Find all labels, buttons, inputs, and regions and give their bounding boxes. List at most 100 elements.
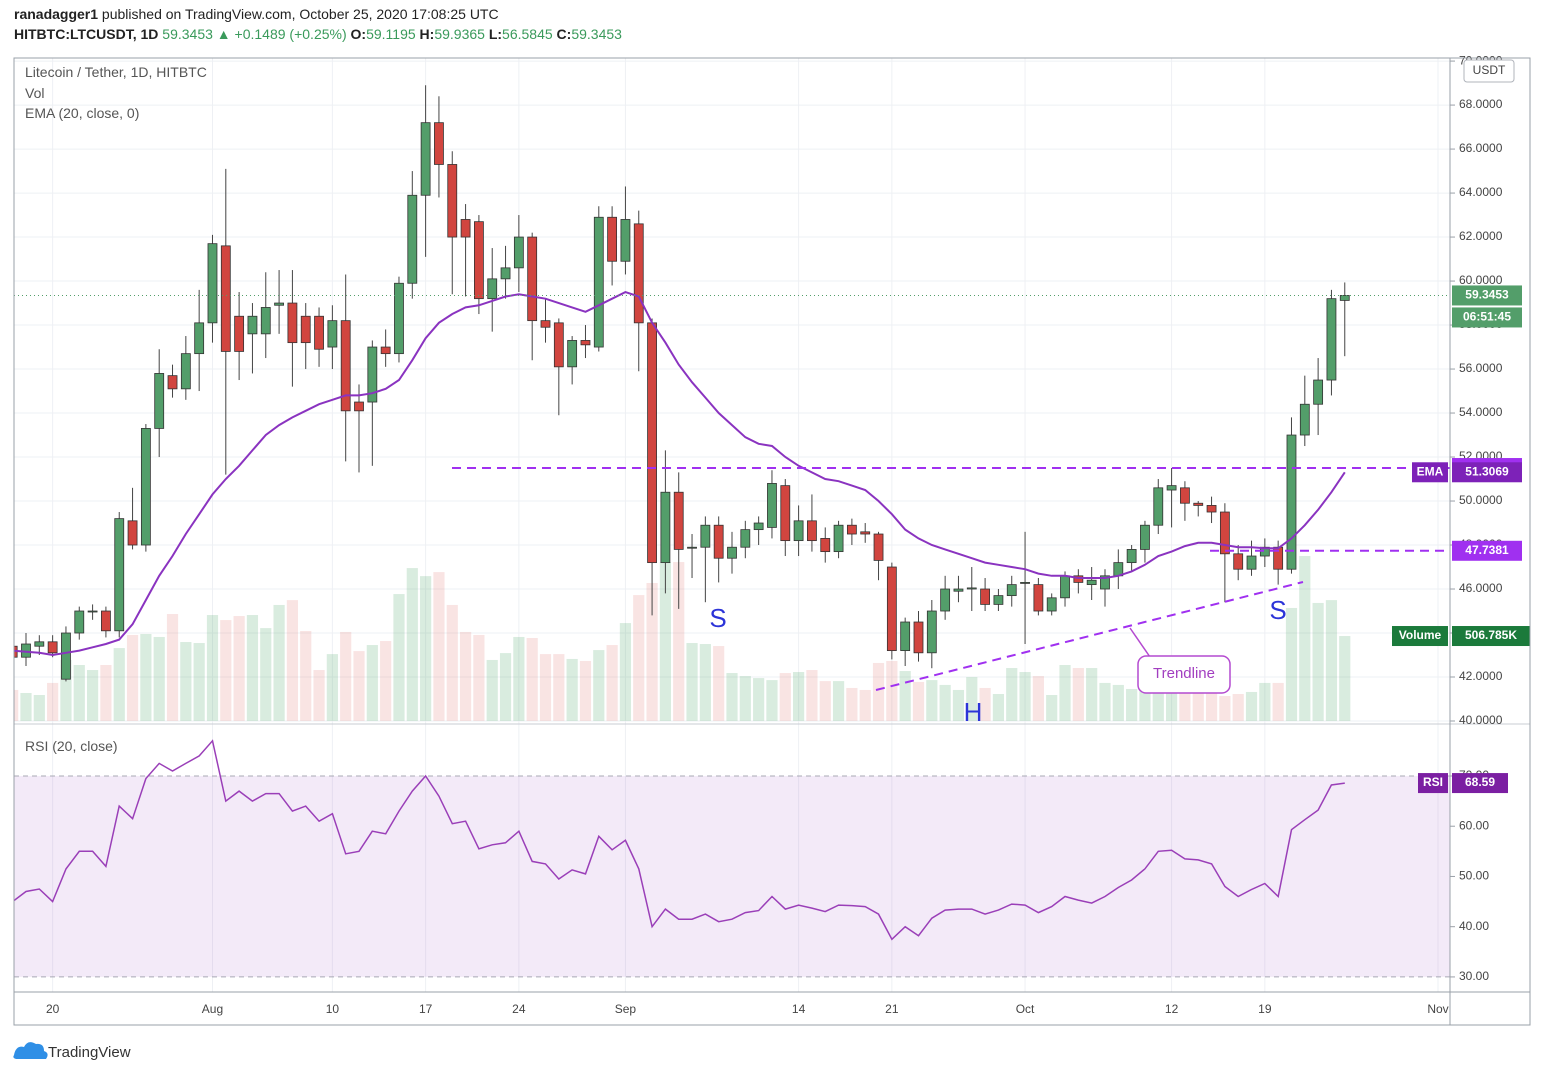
candle-body: [1299, 403, 1310, 436]
candle-body: [1339, 295, 1350, 301]
volume-bar: [113, 648, 125, 721]
volume-bar: [966, 677, 978, 721]
candle-body: [434, 122, 444, 165]
candle-body: [127, 520, 138, 546]
candle-body: [1326, 298, 1337, 381]
volume-bar: [433, 572, 445, 721]
ohlc-value: 59.3453: [571, 26, 622, 42]
x-tick-label: 17: [419, 1002, 433, 1016]
volume-bar: [886, 660, 898, 721]
volume-bar: [340, 631, 352, 721]
volume-bar: [926, 680, 938, 721]
volume-bar: [566, 658, 578, 721]
candle-body: [314, 315, 324, 350]
candle-body: [474, 221, 484, 300]
candle-body: [274, 302, 284, 306]
ohlc-label: O:: [347, 26, 366, 42]
countdown-badge-box: [1452, 307, 1522, 328]
volume-bar: [1339, 636, 1351, 721]
volume-bar: [1312, 602, 1324, 721]
volume-bar: [1046, 695, 1058, 721]
x-tick-label: 24: [512, 1002, 526, 1016]
candle-body: [953, 588, 964, 592]
rsi-badge-box: [1452, 773, 1508, 794]
annotation: Trendline: [1153, 665, 1215, 682]
ema-name-badge-box: [1412, 462, 1448, 483]
ohlc-label: H:: [416, 26, 435, 42]
candle-body: [886, 566, 897, 652]
x-tick-label: 19: [1258, 1002, 1272, 1016]
volume-bar: [699, 644, 711, 721]
candle-body: [287, 302, 298, 344]
volume-bar: [14, 689, 19, 721]
trendline: [875, 581, 1304, 691]
candle-body: [74, 610, 85, 634]
overlay: 20 Aug 10 17 24 Sep 14 21 Oct 12 19 Nov 40.0000 42.00…: [46, 53, 1530, 1016]
candle-body: [780, 485, 791, 542]
candle-body: [140, 428, 151, 546]
candle-body: [447, 164, 458, 238]
volume-bar: [406, 568, 418, 721]
volume-bar: [326, 654, 338, 721]
candle-body: [993, 595, 1004, 605]
volume-badge: 506.785K: [1465, 628, 1517, 642]
volume-bar: [1299, 556, 1311, 721]
candle-body: [767, 483, 777, 528]
ohlc-value: 56.5845: [502, 26, 553, 42]
volume-bar: [753, 678, 765, 721]
volume-bar: [1179, 689, 1191, 721]
candle-body: [1180, 487, 1190, 504]
candle-body: [1313, 379, 1324, 405]
candle-body: [1206, 505, 1217, 513]
candle-body: [1153, 487, 1164, 526]
candle-body: [34, 641, 45, 647]
x-tick-label: 21: [885, 1002, 899, 1016]
candle-body: [553, 322, 564, 368]
candle-body: [101, 610, 111, 632]
volume-bar: [153, 636, 165, 721]
volume-bar: [126, 634, 139, 721]
x-tick-label: 10: [326, 1002, 340, 1016]
candle-body: [460, 219, 471, 238]
y-tick-label: 62.0000: [1459, 229, 1503, 243]
x-tick-label: Nov: [1427, 1002, 1448, 1016]
y-tick-label: 46.0000: [1459, 581, 1503, 595]
volume-bar: [180, 642, 192, 721]
x-tick-label: Sep: [615, 1002, 637, 1016]
candle-body: [1086, 579, 1097, 586]
volume-bar: [393, 594, 405, 721]
volume-bar: [939, 684, 951, 721]
y-tick-label: 56.0000: [1459, 361, 1503, 375]
candle-body: [234, 315, 245, 352]
candle-body: [300, 315, 311, 344]
volume-bar: [1006, 668, 1018, 721]
volume-bar: [646, 582, 658, 721]
level-badge: 47.7381: [1465, 543, 1509, 557]
volume-bar: [366, 645, 378, 721]
volume-bar: [539, 654, 552, 721]
volume-bar: [1219, 696, 1231, 721]
rsi-band: [14, 775, 1450, 977]
volume-bar: [859, 689, 871, 721]
ema-badge-box: [1452, 462, 1522, 483]
candle-body: [820, 538, 831, 553]
ohlc-value: 59.1195: [366, 26, 416, 42]
volume-bar: [1019, 672, 1031, 721]
volume-bar: [659, 562, 671, 721]
volume-bar: [1259, 682, 1271, 721]
volume-bar: [1139, 681, 1151, 721]
candle-body: [1033, 584, 1044, 612]
volume-bar: [819, 681, 831, 721]
candle-body: [114, 518, 125, 632]
ema-name-badge: EMA: [1417, 464, 1444, 478]
candle-body: [580, 340, 591, 346]
candle-body: [1219, 511, 1230, 555]
volume-bar: [47, 682, 59, 721]
volume-bar: [459, 631, 472, 721]
candle-body: [1246, 555, 1257, 570]
candle-body: [793, 520, 804, 542]
volume-bar: [872, 662, 885, 721]
volume-bar: [1112, 684, 1124, 721]
candle-body: [1073, 575, 1084, 583]
volume-bar: [233, 616, 245, 721]
